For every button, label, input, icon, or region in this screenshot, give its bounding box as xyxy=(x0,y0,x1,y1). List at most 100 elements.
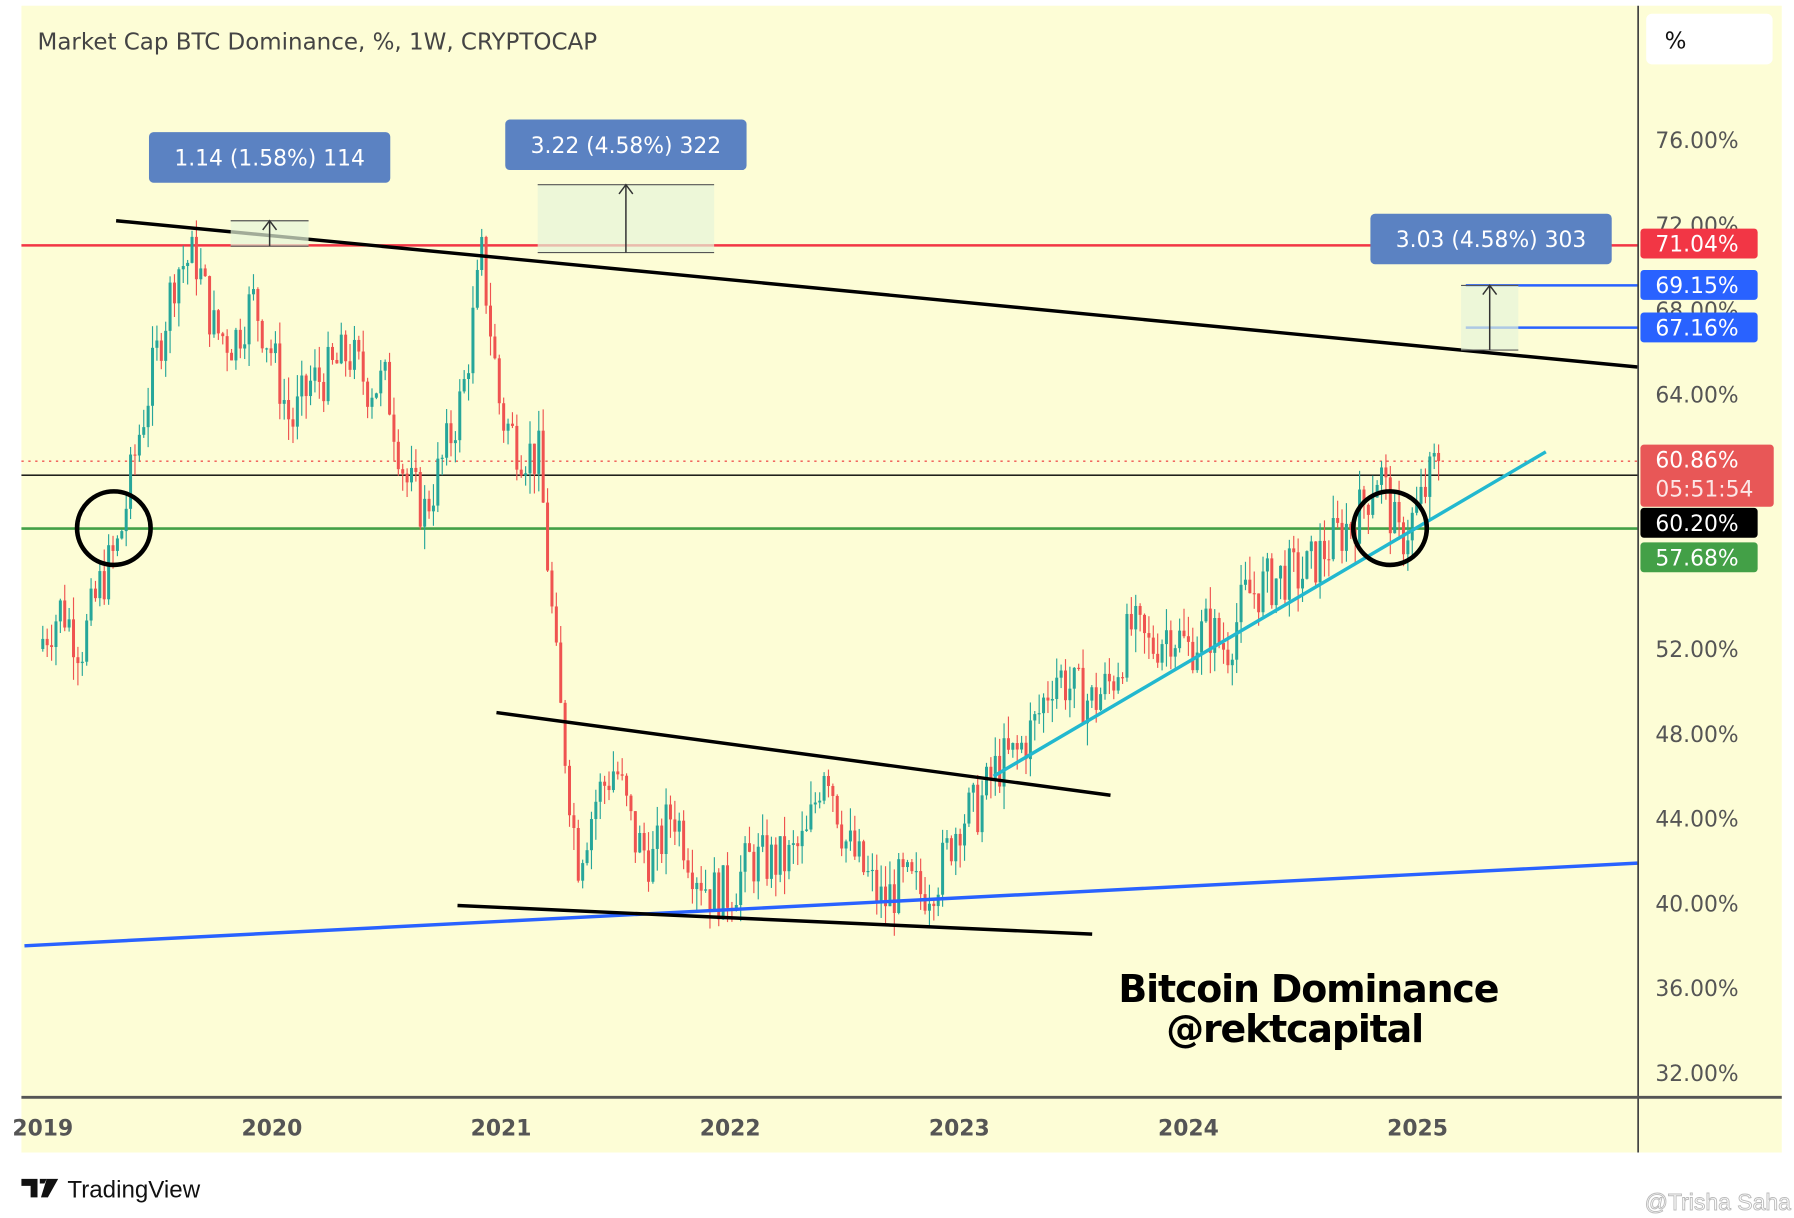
candle-body xyxy=(208,276,212,335)
candle-body xyxy=(129,454,133,509)
candle-body xyxy=(269,348,273,354)
candle-body xyxy=(651,848,655,882)
candle-body xyxy=(787,844,791,872)
candle-body xyxy=(480,236,484,270)
annotation-author: @rektcapital xyxy=(1166,1007,1423,1051)
candle-body xyxy=(919,871,923,895)
candle-body xyxy=(581,863,585,881)
candle-body xyxy=(796,843,800,847)
candle-body xyxy=(190,236,194,263)
candle-body xyxy=(1318,540,1322,583)
candle-body xyxy=(993,755,997,780)
candle-body xyxy=(1423,486,1427,497)
candle-body xyxy=(778,836,782,875)
candle-body xyxy=(1292,548,1296,553)
candle-body xyxy=(611,771,615,791)
candle-body xyxy=(980,795,984,833)
highlight-circle xyxy=(1350,489,1430,568)
price-tag-label: 71.04% xyxy=(1655,233,1738,258)
trendline-upper-descending-resistance xyxy=(115,219,1638,369)
candle-body xyxy=(638,832,642,853)
candle-body xyxy=(1428,456,1432,497)
candle-body xyxy=(875,869,879,902)
candle-body xyxy=(743,843,747,872)
candle-body xyxy=(958,833,962,846)
candle-body xyxy=(41,638,45,649)
candle-body xyxy=(265,348,269,350)
candle-body xyxy=(840,824,844,849)
price-tag-label: 57.68% xyxy=(1655,546,1738,571)
measure-label: 3.03 (4.58%) 303 xyxy=(1396,228,1587,253)
candle-body xyxy=(963,823,967,846)
candle-body xyxy=(717,872,721,920)
candle-body xyxy=(1156,653,1160,663)
candle-body xyxy=(414,467,418,472)
candle-body xyxy=(1143,614,1147,634)
candle-body xyxy=(300,375,304,397)
candle-body xyxy=(1309,541,1313,552)
candle-body xyxy=(1397,501,1401,523)
candle-body xyxy=(282,400,286,404)
candle-body xyxy=(686,860,690,873)
candle-body xyxy=(1406,540,1410,555)
candle-body xyxy=(335,359,339,364)
candle-body xyxy=(212,310,216,335)
candle-body xyxy=(142,427,146,435)
candle-body xyxy=(664,804,668,855)
candle-body xyxy=(506,423,510,431)
candle-body xyxy=(1371,497,1375,515)
candle-body xyxy=(326,346,330,402)
candle-body xyxy=(1375,484,1379,498)
candle-body xyxy=(63,600,67,628)
arrow-up-icon xyxy=(618,183,634,195)
candle-body xyxy=(769,844,773,879)
candle-body xyxy=(550,570,554,607)
candle-body xyxy=(1419,486,1423,504)
price-tag-label: 60.20% xyxy=(1655,512,1738,537)
scale-mode-button[interactable] xyxy=(1646,13,1773,65)
candle-body xyxy=(1301,578,1305,589)
y-tick-label: 40.00% xyxy=(1655,892,1738,917)
x-tick-label: 2019 xyxy=(12,1116,73,1141)
candle-body xyxy=(295,396,299,427)
candle-body xyxy=(805,829,809,831)
candle-body xyxy=(747,843,751,852)
candle-body xyxy=(1011,743,1015,750)
candle-body xyxy=(1055,677,1059,699)
candle-body xyxy=(1349,523,1353,530)
candle-body xyxy=(1024,742,1028,760)
candle-body xyxy=(304,375,308,397)
candle-body xyxy=(690,872,694,890)
candle-body xyxy=(291,419,295,427)
x-tick-label: 2023 xyxy=(929,1116,990,1141)
trendline-channel-top xyxy=(496,710,1111,797)
candle-body xyxy=(954,833,958,862)
candle-body xyxy=(1028,720,1032,760)
x-tick-label: 2021 xyxy=(471,1116,532,1141)
candle-body xyxy=(633,811,637,853)
candle-body xyxy=(344,334,348,362)
candle-body xyxy=(1305,551,1309,579)
candle-body xyxy=(1235,622,1239,660)
candle-body xyxy=(1064,670,1067,701)
candle-body xyxy=(1270,558,1274,606)
candle-body xyxy=(870,869,874,872)
candle-body xyxy=(1072,667,1076,689)
candle-body xyxy=(598,781,602,802)
candle-body xyxy=(971,784,975,793)
tradingview-logo[interactable]: TradingView xyxy=(21,1176,201,1203)
candle-body xyxy=(625,775,629,796)
candle-body xyxy=(1283,565,1287,600)
candle-body xyxy=(133,454,137,456)
y-tick-label: 44.00% xyxy=(1655,808,1738,833)
x-tick-label: 2024 xyxy=(1158,1116,1219,1141)
price-tag xyxy=(1640,312,1758,343)
candle-body xyxy=(234,329,238,361)
candle-body xyxy=(1331,518,1335,560)
y-tick-label: 32.00% xyxy=(1655,1062,1738,1087)
measure-label-box xyxy=(1370,213,1612,265)
candle-body xyxy=(273,343,277,354)
candle-body xyxy=(102,571,106,600)
candle-body xyxy=(1129,613,1133,630)
candle-body xyxy=(1015,743,1019,750)
